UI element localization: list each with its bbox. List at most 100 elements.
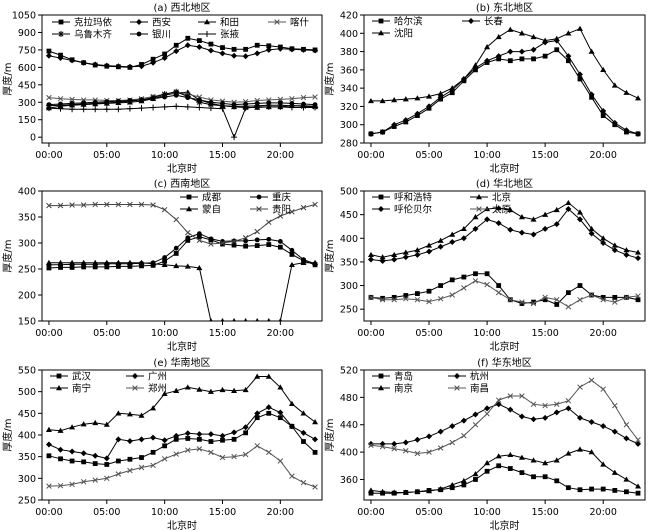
marker-square [565, 58, 571, 64]
y-axis-label: 厚度/m [323, 62, 336, 95]
marker-diamond [173, 48, 180, 55]
marker-square [58, 19, 64, 25]
marker-x [495, 397, 502, 403]
marker-diamond [530, 231, 537, 238]
marker-triangle [402, 249, 409, 255]
x-tick-label: 10:00 [473, 328, 500, 339]
marker-diamond [449, 239, 456, 246]
legend-label: 广州 [148, 371, 167, 383]
marker-x [519, 393, 525, 399]
marker-triangle [600, 66, 607, 73]
chart-panel-2: (b) 东北地区 280 300 320 340 360 380 400 420 00:00 05:… [323, 1, 646, 175]
marker-square [266, 43, 272, 49]
marker-square [589, 486, 594, 492]
marker-diamond [115, 63, 122, 70]
series-line-triangle [48, 262, 316, 321]
marker-triangle [45, 259, 52, 265]
marker-triangle [150, 405, 157, 411]
marker-diamond [300, 46, 307, 53]
marker-diamond [80, 59, 87, 66]
marker-square [403, 293, 409, 298]
marker-triangle [565, 30, 572, 36]
marker-diamond [277, 45, 284, 52]
marker-diamond [126, 63, 133, 70]
marker-circle [139, 97, 144, 103]
marker-diamond [600, 423, 607, 430]
marker-triangle [507, 26, 514, 32]
x-tick-label: 20:00 [590, 507, 617, 518]
marker-square [243, 46, 249, 52]
x-tick-label: 15:00 [209, 150, 236, 161]
marker-x [403, 296, 409, 302]
y-axis-label: 厚度/m [1, 62, 14, 95]
marker-diamond [426, 103, 433, 110]
x-tick-label: 10:00 [151, 507, 178, 518]
marker-circle [69, 101, 75, 106]
marker-diamond [92, 61, 99, 68]
marker-plus [242, 105, 249, 112]
y-tick-label: 150 [18, 115, 36, 126]
marker-x [185, 229, 191, 236]
marker-x [635, 293, 641, 299]
marker-diamond [184, 430, 191, 437]
marker-triangle [232, 318, 236, 321]
marker-triangle [565, 199, 572, 206]
marker-square [139, 455, 144, 460]
legend-label: 南宁 [72, 383, 91, 395]
marker-square [127, 264, 133, 269]
marker-circle [289, 247, 295, 253]
marker-x [484, 281, 490, 288]
legend-label: 西安 [152, 17, 171, 29]
series-group [367, 25, 642, 137]
marker-square [600, 113, 606, 118]
marker-diamond [231, 52, 238, 59]
marker-diamond [635, 440, 642, 447]
marker-diamond [45, 52, 52, 59]
marker-triangle [220, 318, 225, 321]
marker-triangle [196, 386, 203, 392]
marker-triangle [184, 384, 191, 390]
y-tick-label: 450 [18, 80, 36, 91]
marker-square [542, 474, 548, 480]
marker-triangle [623, 247, 630, 253]
marker-circle [173, 92, 179, 98]
marker-diamond [565, 53, 572, 60]
x-tick-label: 10:00 [473, 507, 500, 518]
marker-diamond [80, 450, 87, 457]
marker-x [426, 298, 432, 305]
marker-x [312, 94, 318, 100]
marker-x [138, 201, 145, 208]
legend-label: 呼和浩特 [394, 192, 433, 204]
marker-x [368, 442, 374, 449]
marker-square [461, 274, 467, 280]
marker-triangle [115, 259, 122, 265]
x-tick-label: 15:00 [531, 328, 558, 339]
marker-x [46, 94, 52, 101]
marker-triangle [460, 477, 467, 484]
marker-x [138, 464, 145, 471]
legend-label: 重庆 [272, 192, 292, 204]
marker-diamond [138, 63, 145, 70]
marker-diamond [219, 432, 226, 439]
marker-diamond [484, 57, 491, 64]
marker-circle [266, 100, 272, 106]
marker-diamond [460, 417, 467, 424]
y-tick-label: 450 [340, 210, 358, 221]
legend-label: 太原 [492, 204, 511, 216]
marker-x [577, 384, 583, 390]
marker-square [378, 18, 384, 24]
marker-star [161, 91, 168, 98]
marker-x [461, 432, 467, 439]
marker-plus [231, 134, 238, 141]
marker-triangle [565, 450, 572, 456]
x-axis-label: 北京时 [490, 340, 520, 353]
marker-square [196, 436, 202, 442]
legend-label: 北京 [492, 192, 511, 204]
marker-triangle [576, 446, 583, 452]
marker-x [553, 296, 560, 303]
y-tick-label: 250 [340, 305, 358, 316]
marker-diamond [600, 240, 607, 246]
marker-square [185, 238, 191, 243]
